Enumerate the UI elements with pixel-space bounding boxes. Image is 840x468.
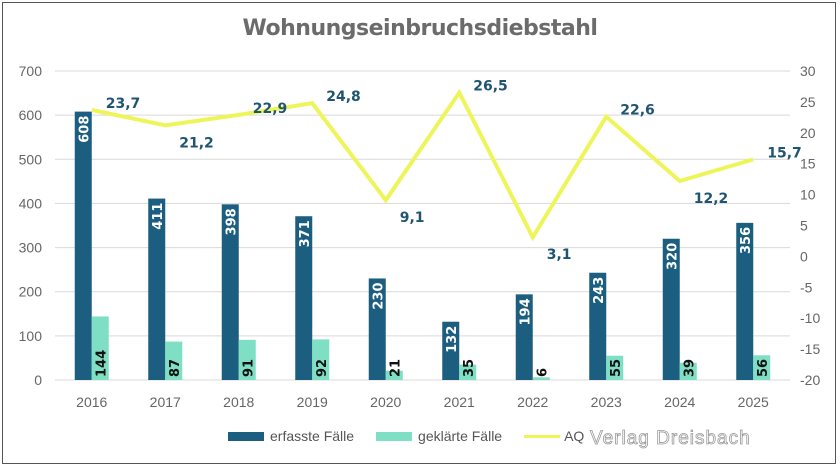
bar-geklaerte <box>91 316 109 380</box>
legend-label-erfasste: erfasste Fälle <box>270 428 355 444</box>
y-left-tick-label: 600 <box>19 107 43 123</box>
legend-swatch-aq <box>524 434 561 438</box>
legend-swatch-erfasste <box>228 431 264 441</box>
bar-label-geklaerte: 92 <box>315 359 330 377</box>
bar-erfasste <box>221 204 239 380</box>
x-tick-label: 2017 <box>150 394 181 410</box>
line-label-aq: 22,9 <box>253 101 288 117</box>
y-right-tick-label: 15 <box>800 156 816 172</box>
bar-label-erfasste: 243 <box>592 277 607 304</box>
legend-label-aq: AQ <box>564 428 585 444</box>
y-right-tick-label: 25 <box>800 94 816 110</box>
line-label-aq: 9,1 <box>400 210 425 226</box>
bar-erfasste <box>148 198 166 380</box>
bar-label-erfasste: 356 <box>739 227 754 254</box>
bar-label-erfasste: 320 <box>665 243 680 270</box>
bar-label-erfasste: 132 <box>445 326 460 353</box>
watermark: Verlag Dreisbach <box>590 428 751 450</box>
y-right-tick-label: -5 <box>800 279 813 295</box>
line-label-aq: 15,7 <box>767 145 802 161</box>
x-tick-label: 2018 <box>223 394 254 410</box>
bar-geklaerte <box>312 339 330 380</box>
y-left-tick-label: 700 <box>19 63 43 79</box>
y-right-tick-label: 30 <box>800 63 816 79</box>
y-left-tick-label: 500 <box>19 151 43 167</box>
bar-erfasste <box>662 238 680 380</box>
legend-item-geklaerte: geklärte Fälle <box>376 428 502 444</box>
bar-erfasste <box>295 216 313 380</box>
legend-item-aq: AQ <box>524 428 584 444</box>
y-right-tick-label: -15 <box>800 341 820 357</box>
legend-label-geklaerte: geklärte Fälle <box>418 428 503 444</box>
bar-label-erfasste: 230 <box>371 282 386 309</box>
y-right-tick-label: -10 <box>800 310 820 326</box>
y-right-tick-label: 10 <box>800 187 816 203</box>
y-left-tick-label: 100 <box>19 328 43 344</box>
x-tick-label: 2023 <box>591 394 622 410</box>
y-right-tick-label: 20 <box>800 125 816 141</box>
x-tick-label: 2024 <box>664 394 695 410</box>
bar-erfasste <box>736 222 754 380</box>
bar-geklaerte <box>165 341 183 380</box>
bar-geklaerte <box>385 370 403 380</box>
bar-label-geklaerte: 55 <box>609 359 624 377</box>
bar-label-geklaerte: 87 <box>168 359 183 377</box>
x-tick-label: 2025 <box>738 394 769 410</box>
bar-erfasste <box>442 321 460 380</box>
bar-erfasste <box>515 294 533 380</box>
bar-erfasste <box>74 111 92 381</box>
y-right-tick-label: -20 <box>800 372 820 388</box>
y-left-tick-label: 200 <box>19 284 43 300</box>
x-tick-label: 2019 <box>297 394 328 410</box>
x-tick-label: 2016 <box>76 394 107 410</box>
line-aq <box>91 88 754 242</box>
bar-geklaerte <box>753 355 771 380</box>
bar-label-geklaerte: 39 <box>682 359 697 377</box>
bar-geklaerte <box>532 377 550 380</box>
bar-label-geklaerte: 35 <box>462 359 477 377</box>
bar-geklaerte <box>679 362 697 380</box>
x-tick-label: 2021 <box>444 394 475 410</box>
bar-label-erfasste: 398 <box>224 208 239 235</box>
bar-label-geklaerte: 21 <box>388 359 403 377</box>
x-tick-label: 2020 <box>370 394 401 410</box>
y-left-tick-label: 400 <box>19 195 43 211</box>
legend-swatch-geklaerte <box>376 431 413 441</box>
bar-label-erfasste: 194 <box>518 298 533 325</box>
bar-label-erfasste: 371 <box>298 220 313 247</box>
line-label-aq: 23,7 <box>106 96 141 112</box>
bar-label-geklaerte: 56 <box>756 359 771 377</box>
y-left-tick-label: 300 <box>19 240 43 256</box>
bar-label-geklaerte: 144 <box>94 350 109 377</box>
line-label-aq: 21,2 <box>179 135 214 151</box>
x-tick-label: 2022 <box>517 394 548 410</box>
legend: erfasste Fälle geklärte Fälle AQ <box>228 428 606 444</box>
legend-item-erfasste: erfasste Fälle <box>228 428 354 444</box>
bar-label-geklaerte: 91 <box>241 359 256 377</box>
bar-label-geklaerte: 6 <box>535 368 550 377</box>
bar-erfasste <box>589 272 607 380</box>
line-label-aq: 3,1 <box>547 247 572 263</box>
line-label-aq: 24,8 <box>326 89 361 105</box>
y-left-tick-label: 0 <box>34 372 42 388</box>
chart-title: Wohnungseinbruchsdiebstahl <box>242 16 598 41</box>
line-label-aq: 26,5 <box>473 79 508 95</box>
bar-geklaerte <box>459 364 477 380</box>
line-label-aq: 12,2 <box>694 191 729 207</box>
bar-geklaerte <box>606 355 624 380</box>
bar-label-erfasste: 411 <box>151 203 166 230</box>
y-right-tick-label: 0 <box>800 248 808 264</box>
bar-erfasste <box>368 278 386 380</box>
y-right-tick-label: 5 <box>800 218 808 234</box>
line-label-aq: 22,6 <box>620 103 655 119</box>
bar-geklaerte <box>238 339 256 380</box>
bar-label-erfasste: 608 <box>77 116 92 143</box>
